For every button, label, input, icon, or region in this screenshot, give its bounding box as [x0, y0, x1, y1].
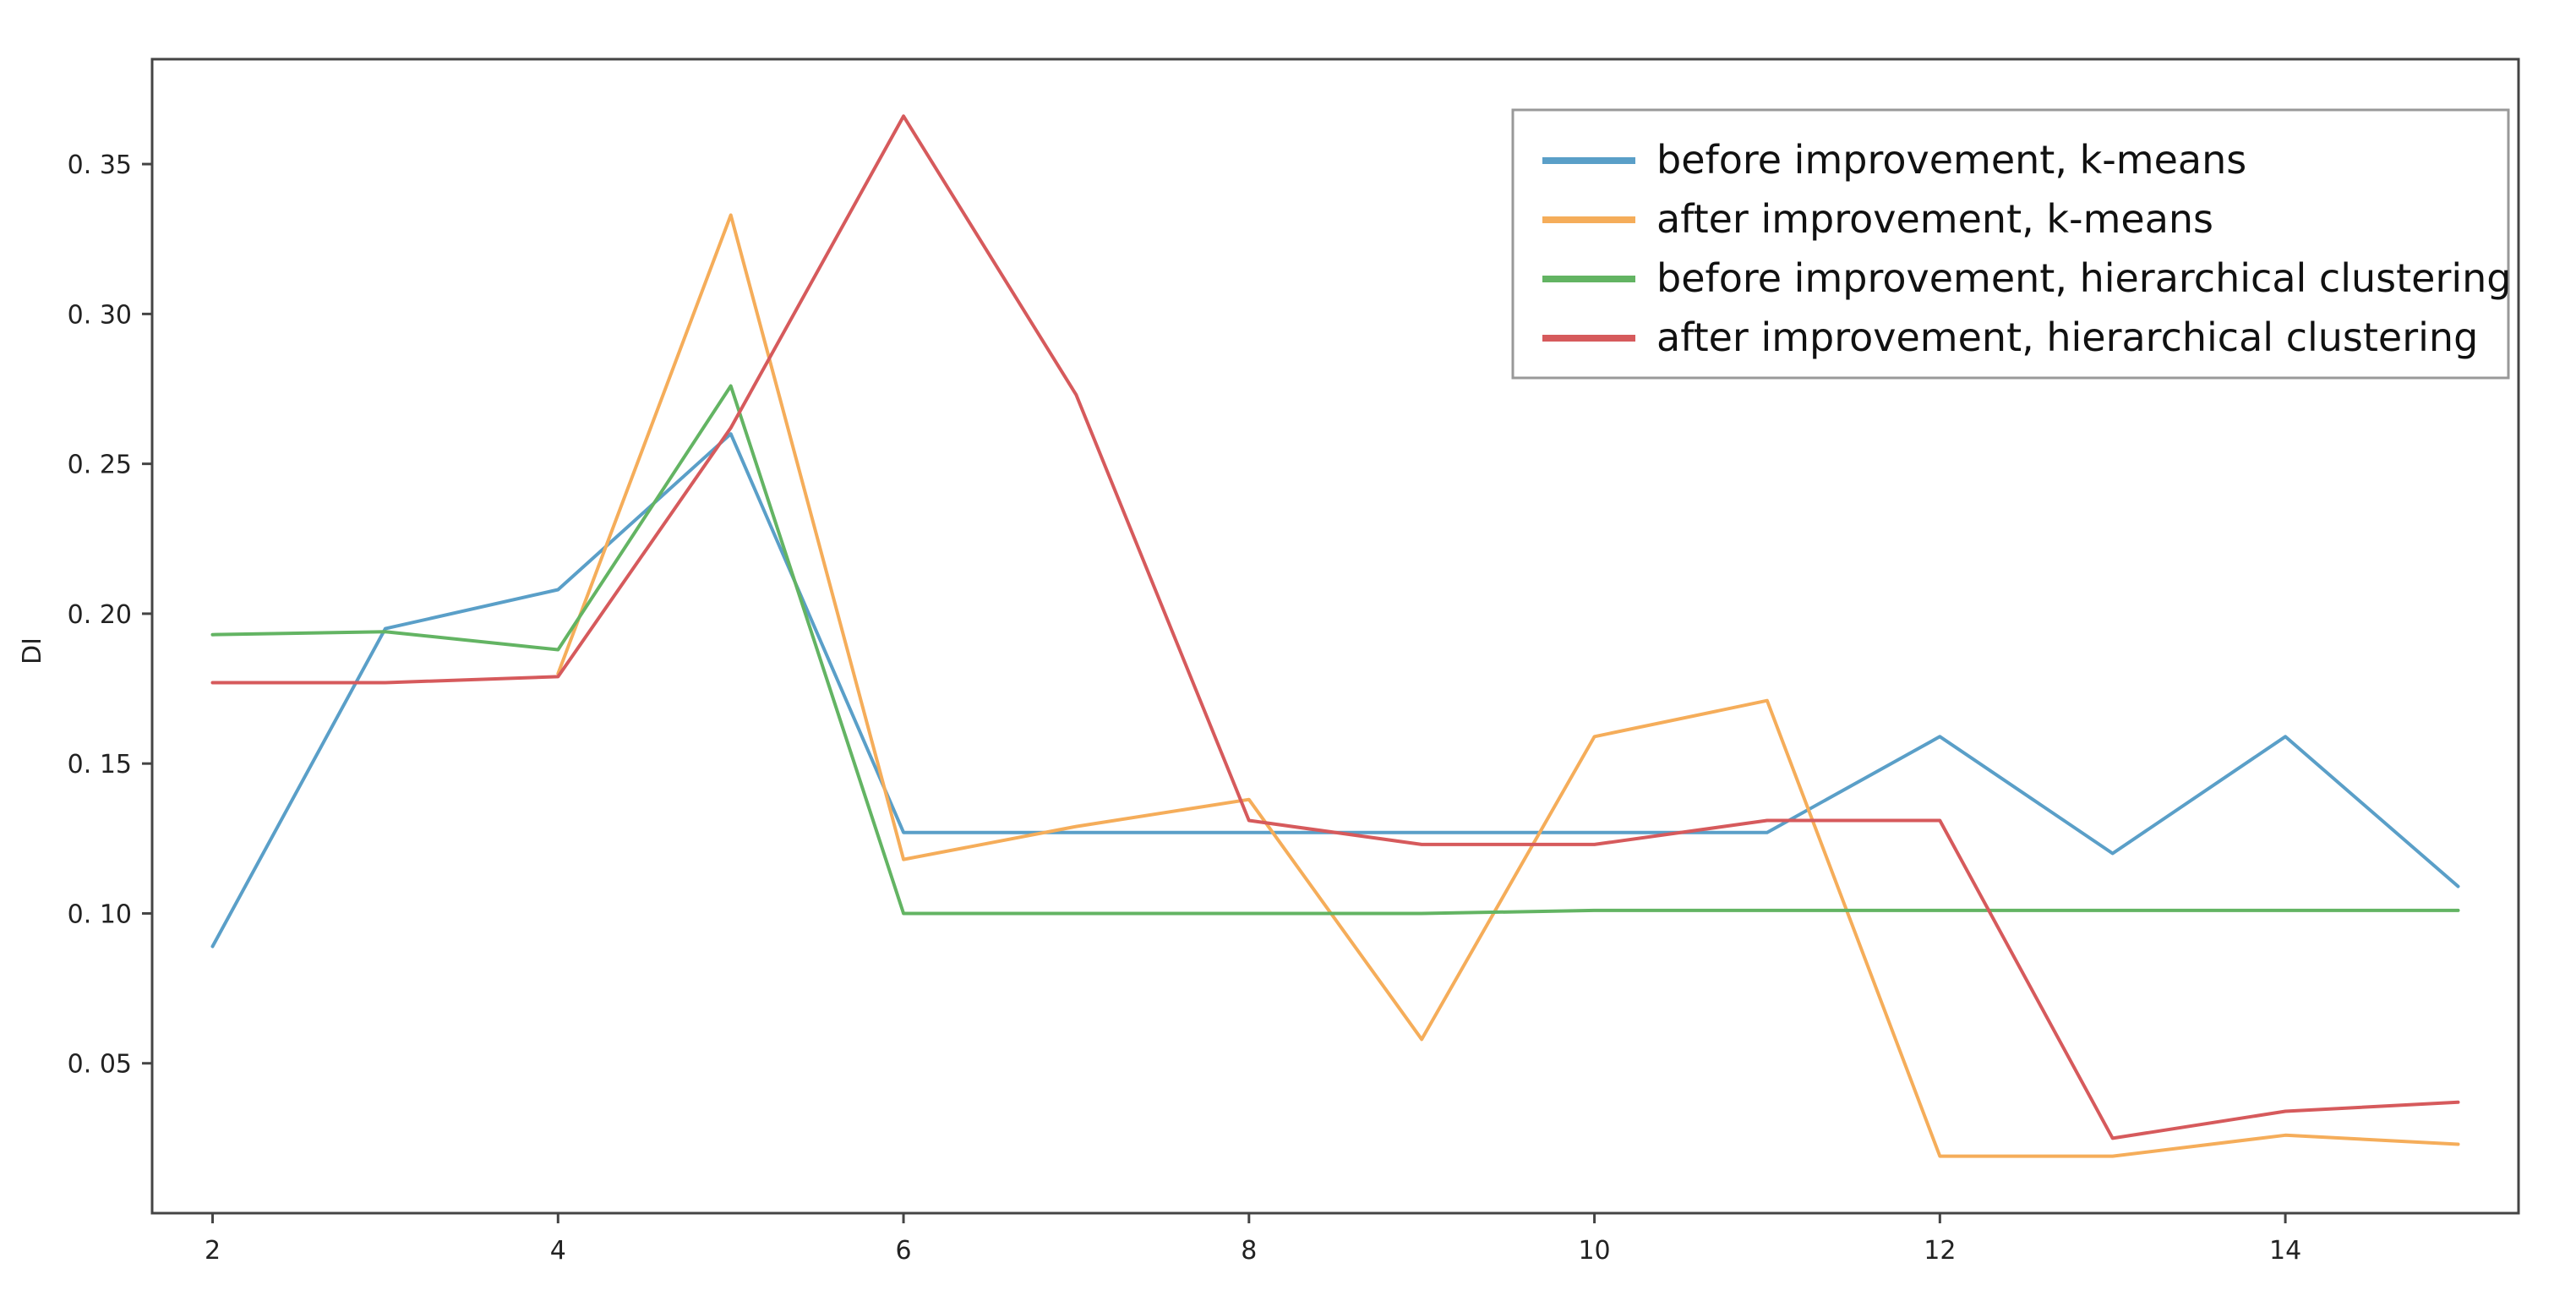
legend-box — [1511, 108, 2510, 380]
legend-label: after improvement, k-means — [1656, 196, 2213, 242]
y-tick-label: 0. 10 — [68, 900, 132, 929]
y-tick-label: 0. 35 — [68, 150, 132, 180]
legend: before improvement, k-means after improve… — [1511, 108, 2511, 380]
legend-label: after improvement, hierarchical clusteri… — [1656, 314, 2478, 360]
x-tick-label: 4 — [550, 1236, 566, 1266]
y-tick-label: 0. 15 — [68, 750, 132, 779]
legend-label: before improvement, hierarchical cluster… — [1656, 255, 2511, 301]
y-tick-label: 0. 30 — [68, 300, 132, 330]
x-tick-label: 14 — [2269, 1236, 2301, 1266]
x-tick-label: 6 — [896, 1236, 912, 1266]
x-tick-label: 2 — [205, 1236, 221, 1266]
y-axis-label: DI — [18, 637, 47, 664]
y-tick-label: 0. 25 — [68, 451, 132, 480]
y-axis: 0. 05 0. 10 0. 15 0. 20 0. 25 0. 30 0. 35 — [68, 150, 152, 1080]
y-tick-label: 0. 05 — [68, 1050, 132, 1080]
x-tick-label: 10 — [1578, 1236, 1610, 1266]
x-tick-label: 8 — [1241, 1236, 1257, 1266]
series-line-4 — [210, 114, 2460, 1140]
y-tick-label: 0. 20 — [68, 600, 132, 630]
plot-frame — [150, 57, 2520, 1215]
series-line-1 — [210, 432, 2460, 949]
x-tick-label: 12 — [1924, 1236, 1956, 1266]
series-line-2 — [556, 213, 2460, 1158]
series-line-3 — [210, 384, 2460, 916]
x-axis: 2 4 6 8 10 12 14 — [205, 1213, 2301, 1266]
series-layer — [210, 114, 2460, 1158]
legend-label: before improvement, k-means — [1656, 137, 2246, 183]
